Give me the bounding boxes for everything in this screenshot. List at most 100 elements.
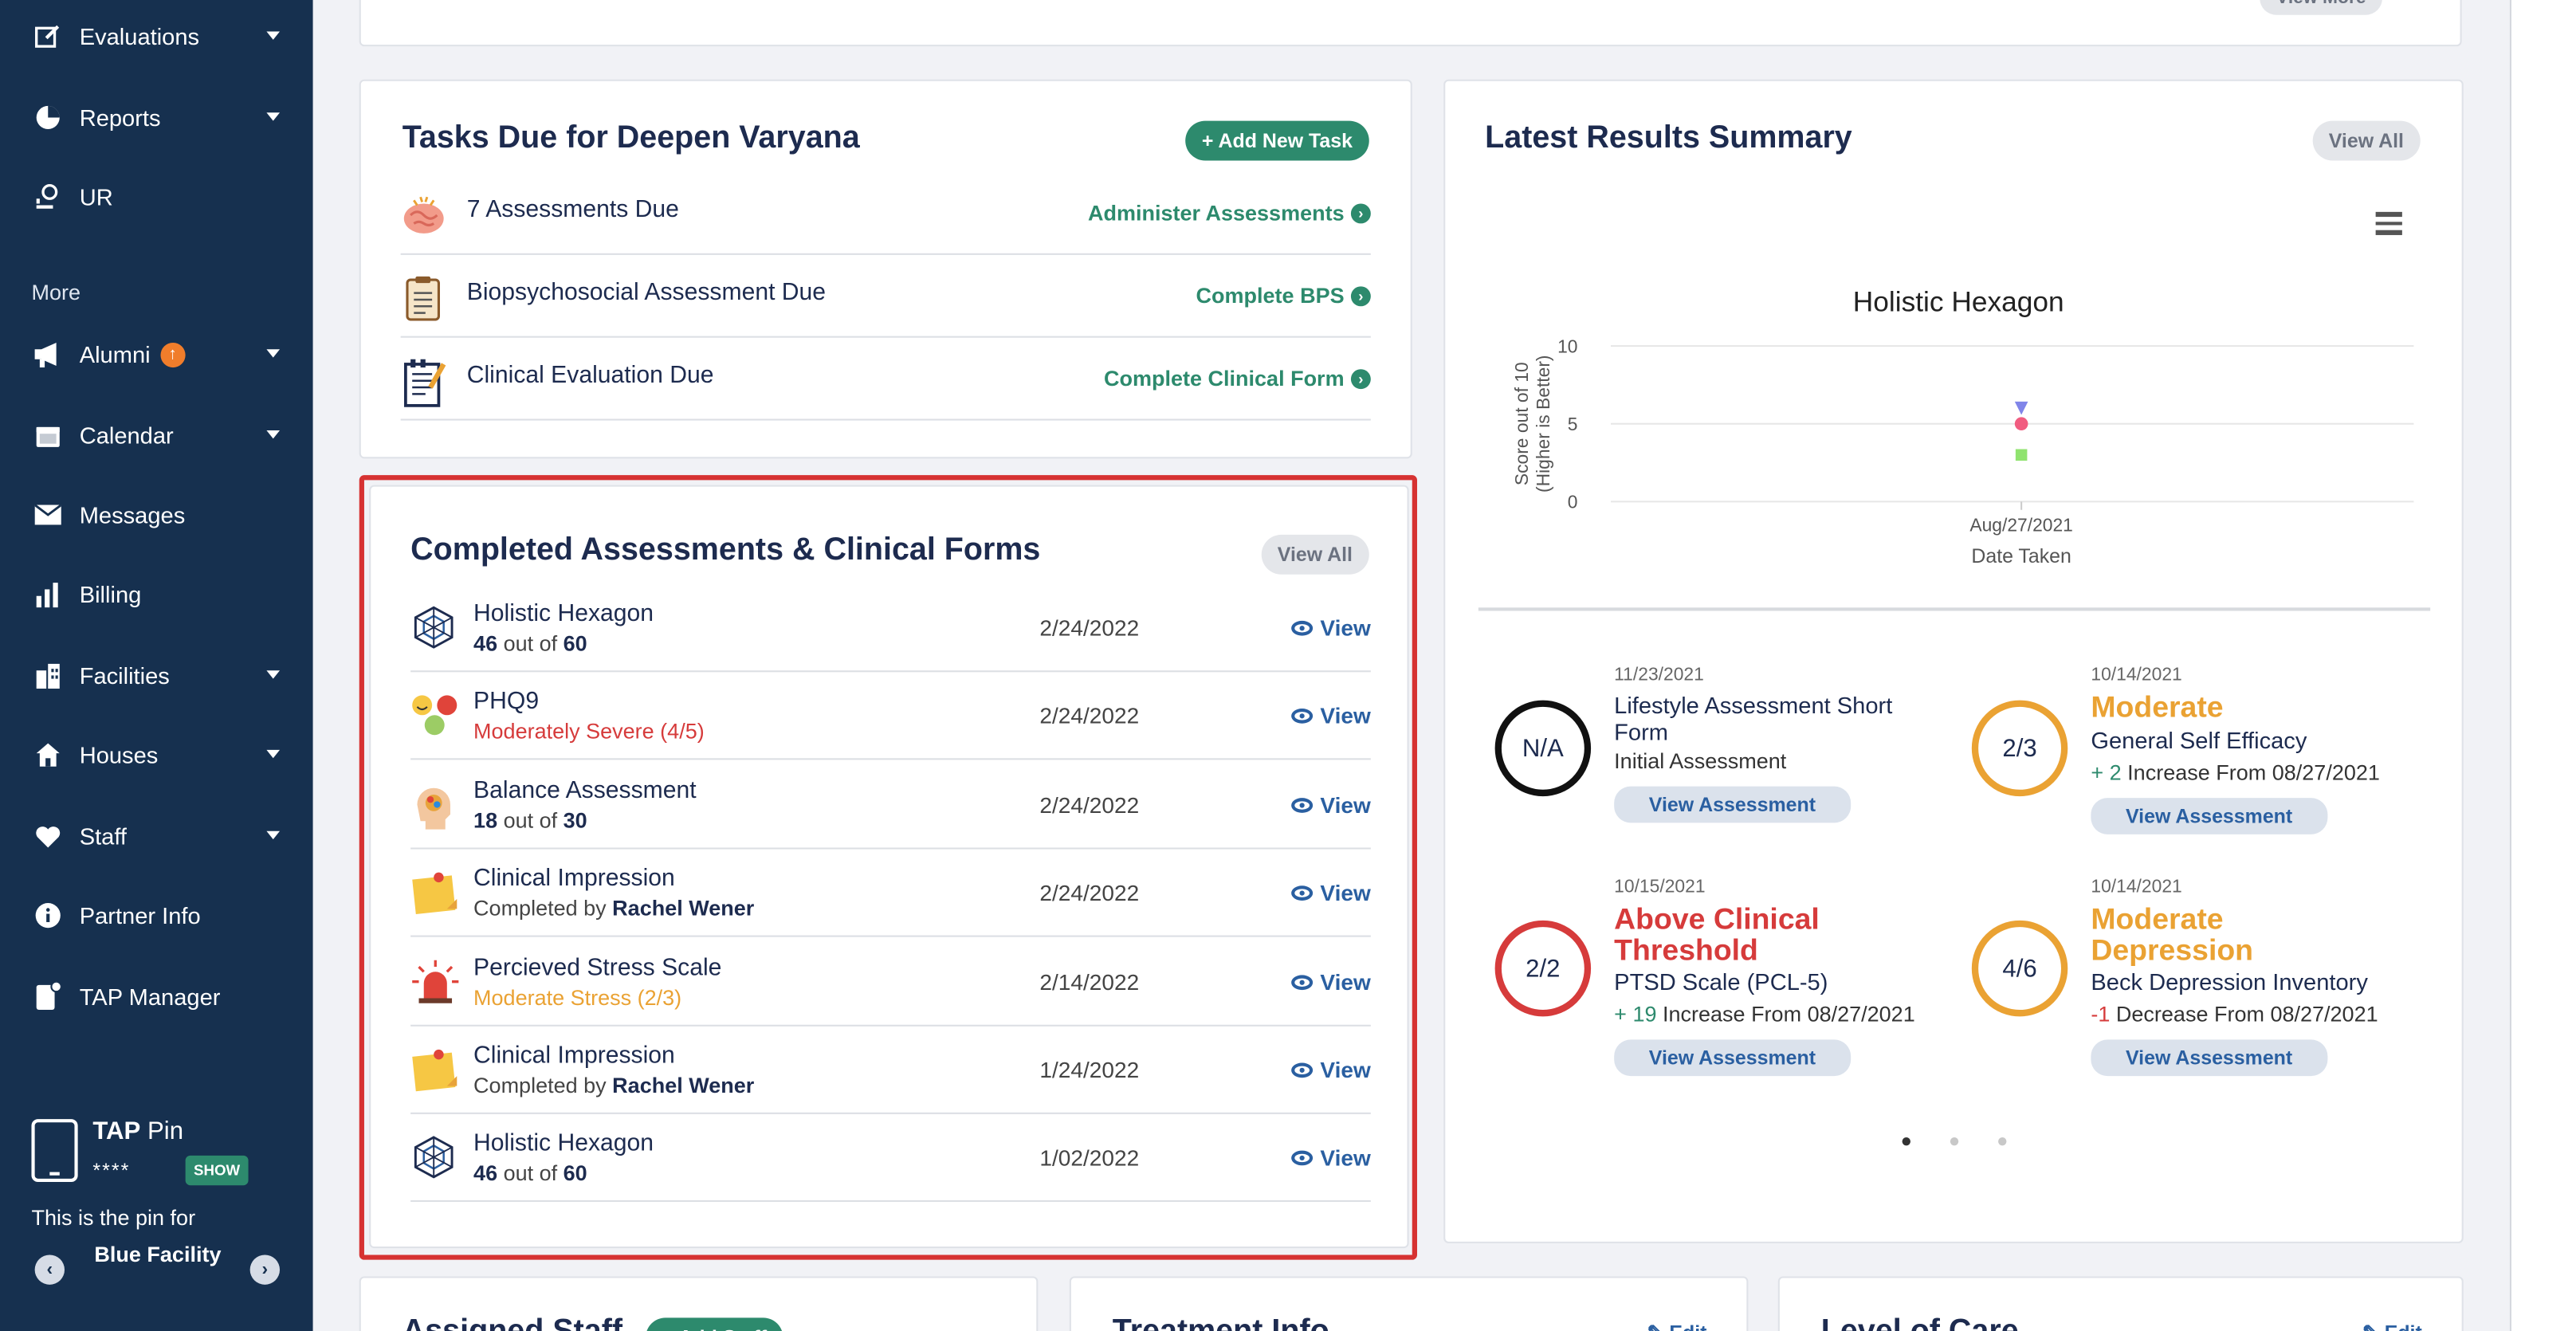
eye-icon (1292, 709, 1314, 724)
chevron-down-icon (266, 31, 281, 40)
tap-pin-facility: Blue Facility (94, 1241, 222, 1266)
administer-assessments-link[interactable]: Administer Assessments › (1088, 200, 1371, 225)
view-all-completed-button[interactable]: View All (1261, 534, 1369, 575)
chart-menu-icon[interactable] (2375, 211, 2402, 234)
sidebar-item-reports[interactable]: Reports (0, 89, 313, 146)
view-assessment-link[interactable]: View (1292, 881, 1371, 906)
carousel-dot-active[interactable] (1902, 1137, 1910, 1146)
assessment-name[interactable]: Percieved Stress Scale (473, 954, 722, 981)
score-value: 46 (473, 630, 498, 656)
view-assessment-link[interactable]: View (1292, 1146, 1371, 1171)
assessment-date: 2/14/2022 (1039, 969, 1140, 995)
assessment-name[interactable]: Holistic Hexagon (473, 600, 654, 628)
bar-chart-icon (33, 579, 63, 609)
sidebar-item-messages[interactable]: Messages (0, 487, 313, 544)
result-date: 10/14/2021 (2091, 665, 2182, 685)
eye-icon (1292, 797, 1314, 813)
calendar-icon (33, 421, 63, 450)
view-all-results-button[interactable]: View All (2311, 120, 2421, 161)
result-change-text: Decrease From 08/27/2021 (2110, 1001, 2378, 1027)
assessment-date: 1/24/2022 (1039, 1058, 1140, 1083)
head-balance-icon (410, 781, 457, 830)
completed-by-label: Completed by (473, 1072, 613, 1098)
score-ring: 4/6 (1971, 920, 2068, 1017)
data-point-physical-health (2014, 401, 2028, 415)
assessment-name[interactable]: PHQ9 (473, 689, 540, 717)
view-assessment-button[interactable]: View Assessment (2091, 1039, 2327, 1077)
chevron-down-icon (266, 670, 281, 679)
assessment-date: 2/24/2022 (1039, 792, 1140, 818)
x-axis-title: Date Taken (1971, 545, 2071, 567)
phone-icon (31, 1119, 78, 1183)
complete-bps-link[interactable]: Complete BPS › (1196, 283, 1371, 308)
assessment-name[interactable]: Balance Assessment (473, 777, 697, 805)
view-more-button[interactable]: View More (2260, 0, 2383, 15)
assessment-status: Moderate Stress (2/3) (473, 984, 682, 1010)
view-assessment-button[interactable]: View Assessment (1614, 1039, 1851, 1077)
results-title: Latest Results Summary (1485, 120, 1852, 156)
assigned-staff-title: Assigned Staff (402, 1314, 622, 1331)
view-assessment-link[interactable]: View (1292, 969, 1371, 994)
sidebar-item-ur[interactable]: UR (0, 169, 313, 226)
eye-icon (1292, 1151, 1314, 1167)
sidebar-item-billing[interactable]: Billing (0, 566, 313, 622)
sidebar-item-label: Partner Info (79, 902, 201, 929)
complete-clinical-form-link[interactable]: Complete Clinical Form › (1104, 366, 1371, 391)
carousel-dot[interactable] (1950, 1137, 1959, 1146)
show-pin-button[interactable]: SHOW (185, 1155, 249, 1186)
top-card: View More (359, 0, 2462, 47)
assessment-date: 2/24/2022 (1039, 615, 1140, 641)
notepad-icon (401, 358, 447, 407)
view-assessment-link[interactable]: View (1292, 616, 1371, 641)
assessment-name[interactable]: Clinical Impression (473, 866, 675, 893)
table-row: PHQ9 Moderately Severe (4/5) 2/24/2022 View (410, 673, 1371, 761)
view-assessment-link[interactable]: View (1292, 793, 1371, 818)
sidebar-item-evaluations[interactable]: Evaluations (0, 8, 313, 65)
view-assessment-button[interactable]: View Assessment (2091, 798, 2327, 834)
task-label: Biopsychosocial Assessment Due (466, 280, 827, 307)
chevron-down-icon (266, 430, 281, 439)
view-assessment-button[interactable]: View Assessment (1614, 786, 1851, 823)
carousel-dot[interactable] (1998, 1137, 2007, 1146)
emoji-faces-icon (410, 693, 457, 739)
sidebar-item-label: UR (79, 183, 113, 210)
add-staff-button[interactable]: + Add Staff (646, 1317, 783, 1331)
view-assessment-link[interactable]: View (1292, 1058, 1371, 1082)
result-assessment-name: PTSD Scale (PCL-5) (1614, 968, 1828, 995)
alarm-siren-icon (410, 958, 459, 1004)
view-label: View (1320, 615, 1371, 641)
score-value: 18 (473, 807, 498, 833)
assessment-name[interactable]: Holistic Hexagon (473, 1131, 654, 1158)
chevron-left-icon[interactable]: ‹ (34, 1254, 65, 1285)
result-date: 10/15/2021 (1614, 877, 1706, 897)
divider (1478, 607, 2431, 611)
edit-level-of-care-button[interactable]: ✎ Edit (2362, 1321, 2422, 1331)
score-sep: out of (497, 1160, 564, 1187)
edit-treatment-button[interactable]: ✎ Edit (1647, 1321, 1707, 1331)
sticky-note-icon (410, 870, 457, 916)
sidebar-item-calendar[interactable]: Calendar (0, 407, 313, 464)
sidebar-item-partner-info[interactable]: Partner Info (0, 887, 313, 944)
result-date: 10/14/2021 (2091, 877, 2182, 897)
sidebar-item-tap-manager[interactable]: TAP Manager (0, 968, 313, 1025)
add-new-task-button[interactable]: + Add New Task (1185, 120, 1369, 161)
chevron-right-circle-icon: › (1350, 368, 1371, 389)
chevron-right-circle-icon: › (1350, 202, 1371, 223)
sidebar-item-alumni[interactable]: Alumni ↑ (0, 326, 313, 383)
assessment-score: 46 out of 60 (473, 1161, 587, 1186)
task-row: Clinical Evaluation Due Complete Clinica… (400, 338, 1371, 421)
sidebar-item-facilities[interactable]: Facilities (0, 647, 313, 704)
assessment-name[interactable]: Clinical Impression (473, 1042, 675, 1070)
scrollbar-track[interactable] (2509, 0, 2511, 1331)
sidebar: Evaluations Reports UR More Alumni ↑ Cal… (0, 0, 313, 1331)
chevron-right-icon[interactable]: › (249, 1254, 281, 1285)
view-assessment-link[interactable]: View (1292, 705, 1371, 729)
assessment-score: Completed by Rachel Wener (473, 1073, 754, 1097)
result-assessment-name: Beck Depression Inventory (2091, 968, 2368, 995)
sidebar-item-staff[interactable]: Staff (0, 808, 313, 865)
table-row: Balance Assessment 18 out of 30 2/24/2022 V… (410, 761, 1371, 850)
sidebar-item-houses[interactable]: Houses (0, 727, 313, 783)
view-label: View (1320, 792, 1371, 818)
sidebar-item-label: Alumni (79, 340, 151, 368)
